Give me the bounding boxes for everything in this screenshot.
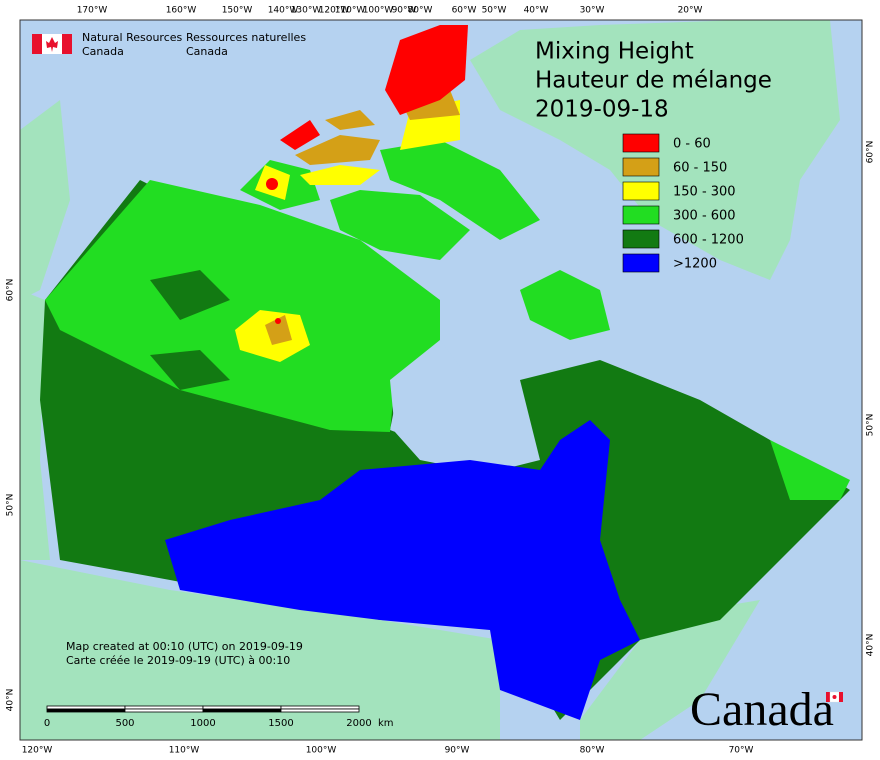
footer-note: Carte créée le 2019-09-19 (UTC) à 00:10 bbox=[66, 654, 290, 667]
graticule-label: 40°W bbox=[524, 6, 549, 16]
scale-segment bbox=[280, 708, 360, 713]
hudson-bay bbox=[390, 340, 540, 470]
legend-swatch bbox=[622, 229, 660, 249]
graticule-label: 120°W bbox=[319, 6, 350, 16]
newfoundland bbox=[770, 440, 850, 500]
map-frame bbox=[19, 19, 863, 741]
agency-fr: Canada bbox=[186, 45, 228, 58]
legend-label: >1200 bbox=[673, 257, 717, 272]
graticule-label: 80°W bbox=[580, 746, 605, 756]
graticule-label: 160°W bbox=[166, 6, 197, 16]
island-yellow bbox=[300, 165, 380, 185]
scale-label: 1500 bbox=[268, 718, 293, 729]
graticule-label: 110°W bbox=[169, 746, 200, 756]
agency-fr: Ressources naturelles bbox=[186, 31, 306, 44]
legend-label: 150 - 300 bbox=[673, 185, 736, 200]
scale-segment bbox=[280, 705, 360, 710]
scale-segment bbox=[124, 708, 204, 713]
island-red bbox=[266, 178, 278, 190]
orange-patch bbox=[265, 315, 292, 345]
map-title: Hauteur de mélange bbox=[535, 68, 772, 94]
scale-segment bbox=[202, 705, 282, 710]
red-patch bbox=[275, 318, 281, 324]
scale-segment bbox=[46, 705, 126, 710]
graticule-label: 110°W bbox=[335, 6, 366, 16]
scale-segment bbox=[202, 708, 282, 713]
scale-label: 0 bbox=[44, 718, 50, 729]
map-title: 2019-09-18 bbox=[535, 97, 669, 123]
usa bbox=[20, 560, 500, 740]
usa-east bbox=[580, 600, 760, 740]
island-red bbox=[280, 120, 320, 150]
island bbox=[330, 190, 470, 260]
graticule-label: 50°W bbox=[482, 6, 507, 16]
agency-logo: Natural Resources Canada Ressources natu… bbox=[32, 31, 306, 58]
north-mainland bbox=[45, 180, 440, 432]
baffin bbox=[380, 140, 540, 240]
flag-leaf bbox=[46, 37, 58, 52]
map-title: Mixing Height bbox=[535, 39, 694, 65]
dark-patch bbox=[150, 270, 230, 320]
flag-leaf bbox=[832, 695, 837, 699]
graticule-label: 20°W bbox=[678, 6, 703, 16]
graticule-label: 30°W bbox=[580, 6, 605, 16]
graticule-label: 90°W bbox=[392, 6, 417, 16]
flag-bar bbox=[32, 34, 42, 54]
ungava bbox=[520, 270, 610, 340]
blue-region bbox=[165, 420, 640, 720]
wordmark-flag bbox=[826, 691, 843, 703]
legend-label: 300 - 600 bbox=[673, 209, 736, 224]
graticule-label: 130°W bbox=[291, 6, 322, 16]
legend-swatch bbox=[622, 205, 660, 225]
wordmark: Canada bbox=[690, 683, 834, 736]
scale-label: 500 bbox=[115, 718, 134, 729]
graticule-label: 60°N bbox=[6, 279, 16, 302]
legend-label: 60 - 150 bbox=[673, 161, 727, 176]
graticule-label: 60°N bbox=[866, 141, 876, 164]
legend-swatch bbox=[622, 133, 660, 153]
alaska-west bbox=[20, 100, 70, 300]
graticule-label: 100°W bbox=[306, 746, 337, 756]
graticule-label: 80°W bbox=[408, 6, 433, 16]
graticule-label: 90°W bbox=[445, 746, 470, 756]
island-orange bbox=[325, 110, 375, 130]
legend-swatch bbox=[622, 253, 660, 273]
graticule-label: 150°W bbox=[222, 6, 253, 16]
graticule-label: 50°N bbox=[6, 494, 16, 517]
graticule-label: 40°N bbox=[866, 634, 876, 657]
legend-swatch bbox=[622, 181, 660, 201]
dark-patch bbox=[150, 350, 230, 390]
agency-en: Canada bbox=[82, 45, 124, 58]
graticule-label: 70°W bbox=[729, 746, 754, 756]
graticule-label: 100°W bbox=[363, 6, 394, 16]
ellesmere bbox=[385, 25, 468, 115]
flag-bar bbox=[826, 692, 830, 702]
scale-label: 1000 bbox=[190, 718, 215, 729]
graticule-label: 60°W bbox=[452, 6, 477, 16]
agency-en: Natural Resources bbox=[82, 31, 183, 44]
scale-segment bbox=[46, 708, 126, 713]
flag-bar bbox=[839, 692, 843, 702]
graticule-label: 50°N bbox=[866, 414, 876, 437]
legend-label: 600 - 1200 bbox=[673, 233, 744, 248]
map-body bbox=[19, 19, 863, 741]
graticule-label: 140°W bbox=[268, 6, 299, 16]
scale-label: 2000 bbox=[346, 718, 371, 729]
scale-segment bbox=[124, 705, 204, 710]
footer-note: Map created at 00:10 (UTC) on 2019-09-19 bbox=[66, 640, 303, 653]
graticule-label: 170°W bbox=[77, 6, 108, 16]
island-orange bbox=[295, 135, 380, 165]
graticule-label: 120°W bbox=[22, 746, 53, 756]
flag-bar bbox=[62, 34, 72, 54]
scale-unit: km bbox=[378, 718, 394, 729]
legend-label: 0 - 60 bbox=[673, 137, 711, 152]
legend-swatch bbox=[622, 157, 660, 177]
graticule-label: 40°N bbox=[6, 689, 16, 712]
